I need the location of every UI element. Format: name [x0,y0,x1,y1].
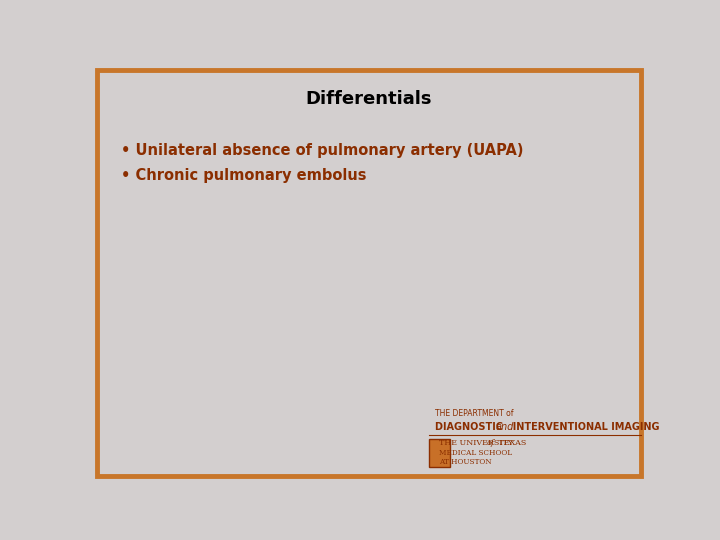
Text: MEDICAL SCHOOL: MEDICAL SCHOOL [439,449,513,457]
Text: TEXAS: TEXAS [495,439,526,447]
Text: THE UNIVERSITY: THE UNIVERSITY [439,439,516,447]
Text: INTERVENTIONAL IMAGING: INTERVENTIONAL IMAGING [506,422,660,433]
FancyBboxPatch shape [96,70,642,476]
Text: Differentials: Differentials [306,90,432,108]
Text: of: of [487,439,495,447]
Text: • Unilateral absence of pulmonary artery (UAPA): • Unilateral absence of pulmonary artery… [121,143,523,158]
Text: and: and [495,422,513,433]
Text: • Chronic pulmonary embolus: • Chronic pulmonary embolus [121,168,366,183]
FancyBboxPatch shape [429,438,451,467]
Text: AT HOUSTON: AT HOUSTON [439,458,492,467]
Text: THE DEPARTMENT of: THE DEPARTMENT of [435,409,513,418]
Text: DIAGNOSTIC: DIAGNOSTIC [435,422,506,433]
